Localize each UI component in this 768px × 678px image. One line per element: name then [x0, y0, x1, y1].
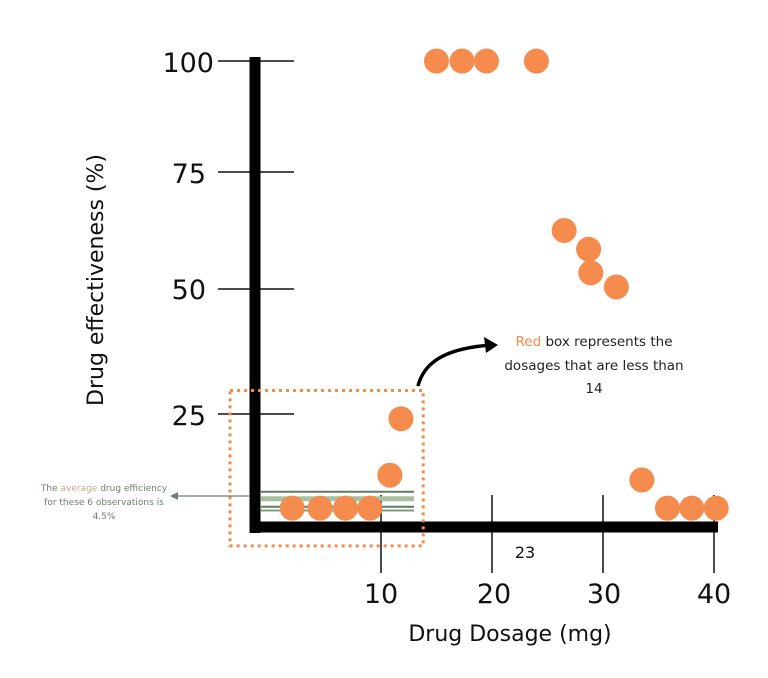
y-tick-label-50: 50	[172, 275, 206, 306]
red-box-note-line2: dosages that are less than	[504, 358, 683, 374]
x-tick-label-10: 10	[364, 579, 398, 610]
average-note-line1-rest: drug efficiency	[97, 484, 167, 494]
average-note-line2: for these 6 observations is	[44, 498, 164, 508]
data-point-18	[703, 495, 729, 521]
x-tick-label-30: 30	[587, 579, 621, 610]
data-point-17	[679, 495, 705, 521]
average-note-line1: The average drug efficiency	[40, 484, 168, 494]
curved-arrow	[416, 343, 493, 387]
data-points	[279, 48, 729, 521]
red-word: Red	[516, 334, 542, 350]
data-point-9	[473, 48, 499, 74]
y-axis-title: Drug effectiveness (%)	[84, 154, 109, 406]
y-tick-label-75: 75	[172, 159, 206, 190]
data-point-16	[654, 495, 680, 521]
y-tick-label-100: 100	[162, 48, 214, 79]
data-point-7	[424, 48, 449, 74]
x-axis-title: Drug Dosage (mg)	[408, 622, 611, 647]
average-note-line3: 4.5%	[93, 512, 116, 522]
data-point-15	[629, 467, 655, 493]
data-point-11	[551, 217, 577, 243]
data-point-13	[578, 260, 604, 286]
data-point-14	[603, 274, 629, 300]
data-point-1	[279, 495, 305, 521]
red-box-note-line1-rest: box represents the	[541, 334, 672, 350]
x-tick-label-20: 20	[477, 579, 511, 610]
average-note-the: The	[40, 484, 61, 494]
x-tick-label-40: 40	[697, 579, 731, 610]
data-point-2	[307, 495, 333, 521]
data-point-12	[576, 236, 602, 262]
data-point-10	[523, 48, 549, 74]
red-box-note-line1: Red box represents the	[516, 334, 673, 350]
y-tick-label-25: 25	[172, 401, 206, 432]
data-point-5	[377, 462, 403, 488]
red-box-note-line3: 14	[585, 381, 602, 397]
data-point-4	[357, 495, 383, 521]
x-extra-label-23: 23	[515, 543, 535, 562]
average-word: average	[61, 484, 98, 494]
data-point-8	[449, 48, 475, 74]
curved-arrow-head	[484, 337, 498, 353]
data-point-6	[388, 406, 414, 432]
average-arrow-head	[170, 492, 178, 500]
data-point-3	[332, 495, 358, 521]
